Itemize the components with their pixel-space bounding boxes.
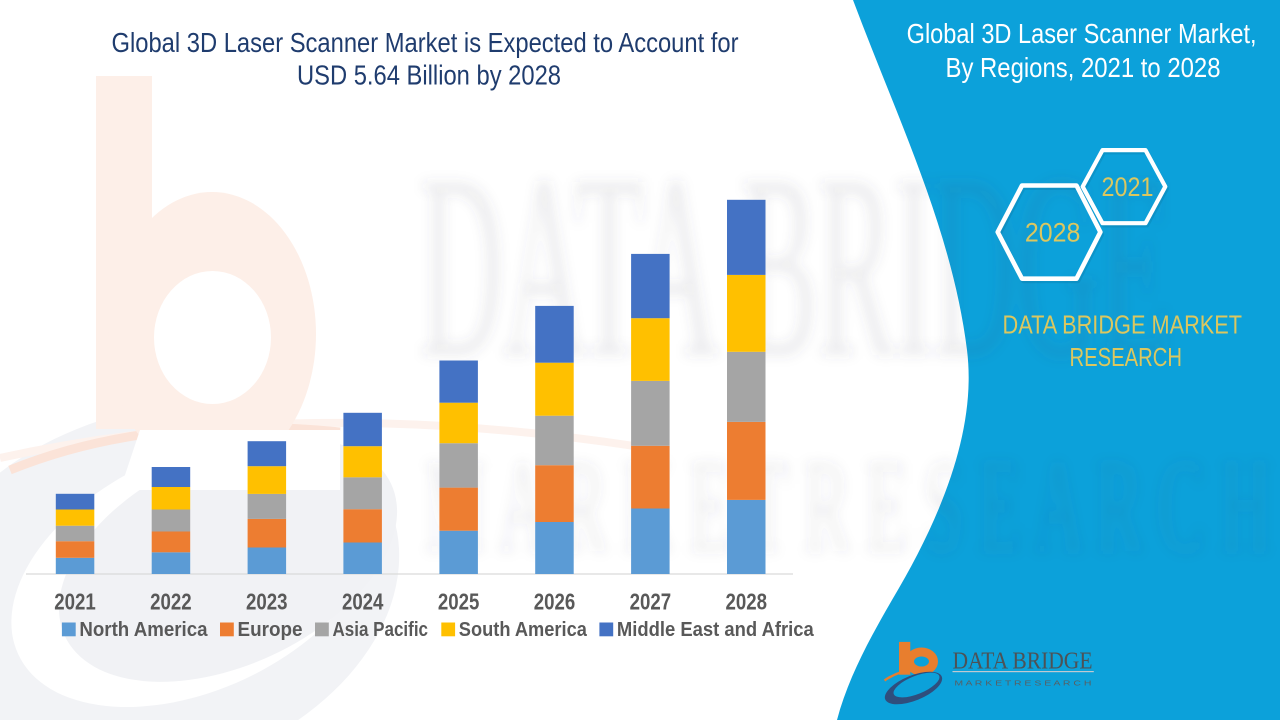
svg-text:2025: 2025: [438, 589, 480, 615]
svg-text:M A R K E T R E S E A R C H: M A R K E T R E S E A R C H: [954, 679, 1091, 688]
svg-text:2028: 2028: [726, 589, 768, 615]
svg-text:USD 5.64 Billion by 2028: USD 5.64 Billion by 2028: [297, 60, 561, 91]
svg-text:By Regions, 2021 to 2028: By Regions, 2021 to 2028: [946, 52, 1221, 83]
svg-text:2027: 2027: [630, 589, 672, 615]
svg-text:DATA BRIDGE: DATA BRIDGE: [953, 649, 1093, 675]
svg-text:RESEARCH: RESEARCH: [1070, 344, 1183, 372]
svg-text:Global 3D Laser Scanner Market: Global 3D Laser Scanner Market,: [907, 18, 1257, 49]
svg-text:South America: South America: [459, 618, 588, 641]
svg-text:Global 3D Laser Scanner Market: Global 3D Laser Scanner Market is Expect…: [112, 27, 739, 58]
svg-text:2022: 2022: [150, 589, 192, 615]
svg-text:Middle East and Africa: Middle East and Africa: [617, 618, 814, 641]
svg-text:DATA BRIDGE: DATA BRIDGE: [420, 121, 1170, 413]
svg-text:North America: North America: [79, 618, 208, 641]
svg-text:2023: 2023: [246, 589, 288, 615]
svg-text:DATA BRIDGE MARKET: DATA BRIDGE MARKET: [1003, 312, 1243, 340]
svg-text:2028: 2028: [1025, 218, 1080, 248]
svg-text:Europe: Europe: [238, 618, 303, 641]
svg-text:2021: 2021: [1102, 172, 1154, 202]
svg-text:2024: 2024: [342, 589, 384, 615]
svg-text:2021: 2021: [54, 589, 96, 615]
svg-text:Asia Pacific: Asia Pacific: [333, 618, 429, 641]
svg-text:2026: 2026: [534, 589, 576, 615]
